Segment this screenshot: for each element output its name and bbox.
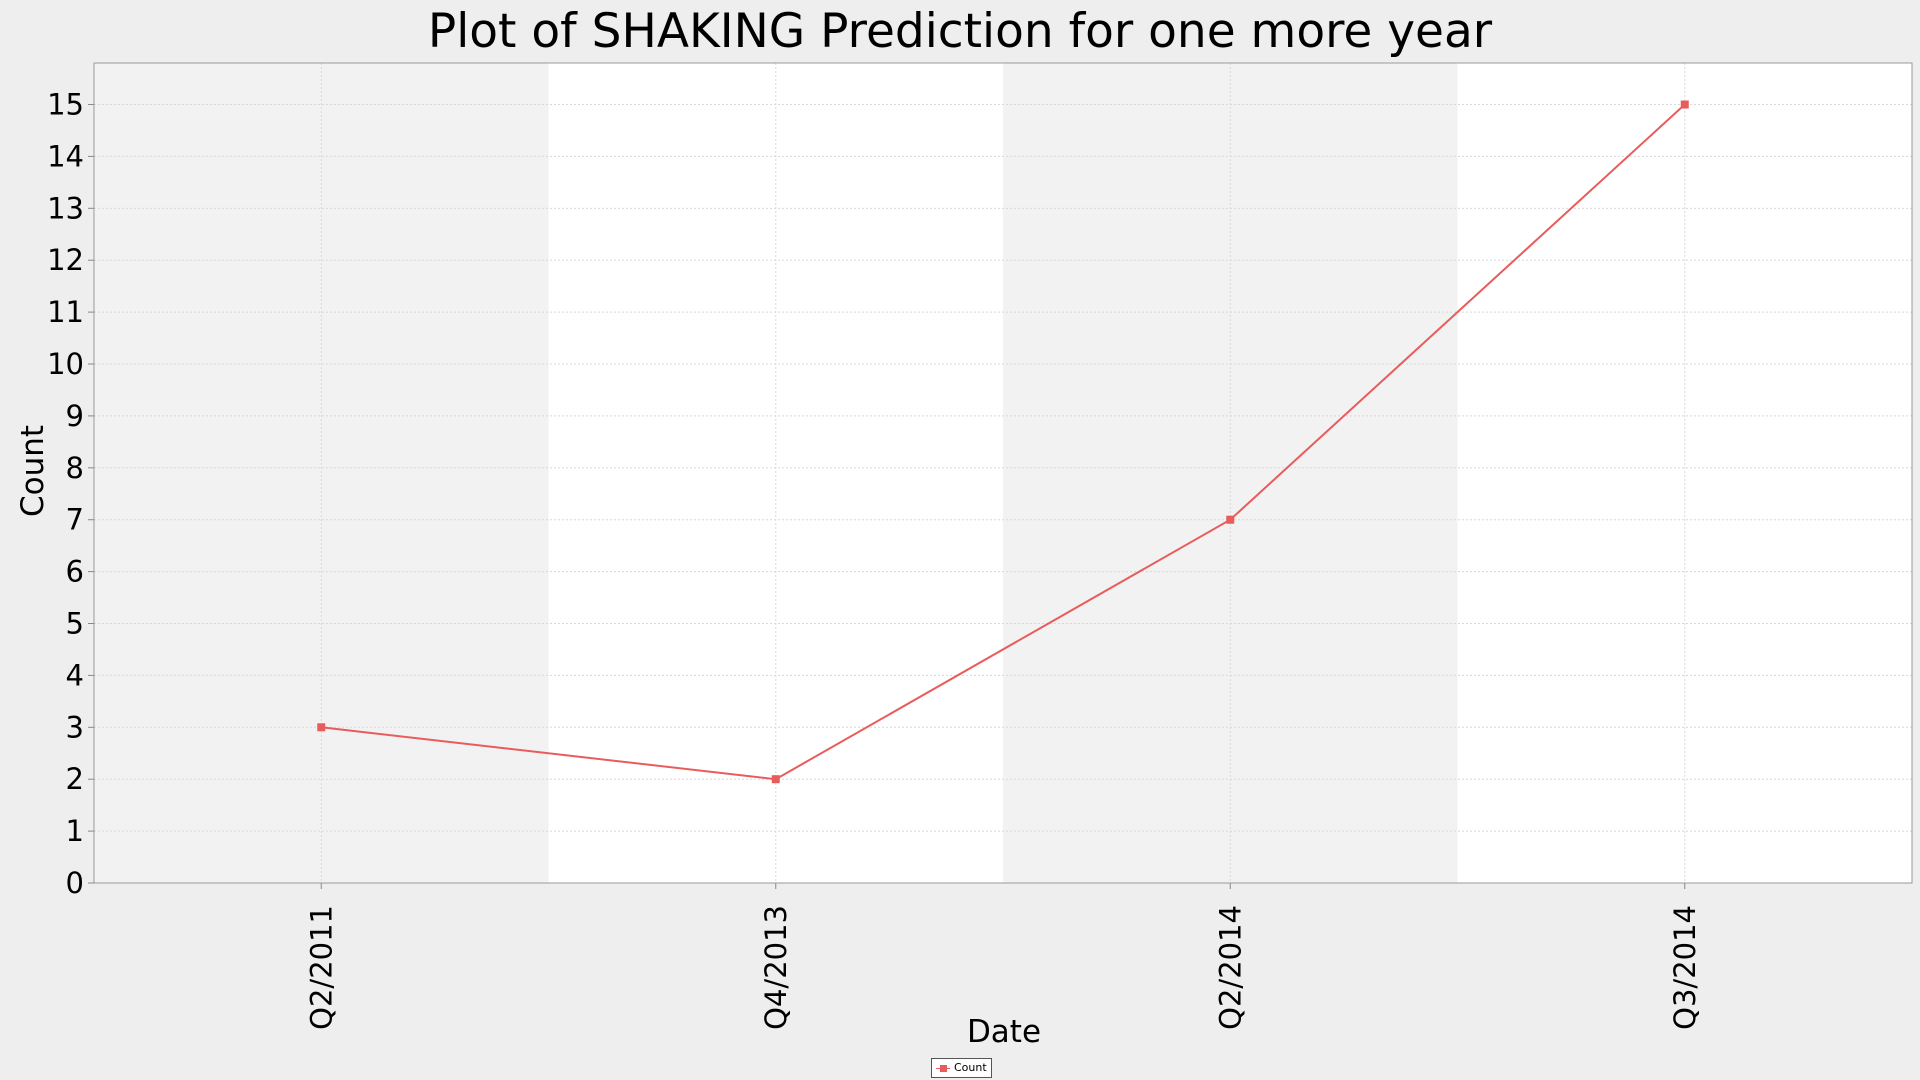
data-point — [1226, 515, 1235, 524]
plot-border — [93, 62, 1913, 884]
y-tick-label: 11 — [47, 295, 84, 329]
data-point — [1680, 100, 1689, 109]
series-line — [321, 103, 1686, 781]
y-tick-label: 12 — [47, 243, 84, 277]
y-tick-label: 5 — [66, 607, 84, 641]
y-tick-label: 13 — [47, 191, 84, 225]
legend-swatch — [936, 1064, 950, 1073]
data-point — [317, 723, 326, 732]
data-point — [771, 775, 780, 784]
y-tick-label: 4 — [66, 658, 84, 692]
x-tick-label: Q2/2011 — [304, 905, 338, 1030]
category-bands — [94, 63, 1912, 883]
x-tick-label: Q2/2014 — [1213, 905, 1247, 1030]
y-tick-label: 2 — [66, 762, 84, 796]
y-tick-label: 8 — [66, 451, 84, 485]
y-axis-title: Count — [15, 425, 51, 517]
y-tick-label: 7 — [66, 503, 84, 537]
y-tick-label: 3 — [66, 710, 84, 744]
x-axis-ticks: Q2/2011 Q4/2013 Q2/2014 Q3/2014 — [304, 883, 1702, 1030]
y-tick-label: 14 — [47, 139, 84, 173]
y-tick-label: 15 — [47, 88, 84, 122]
legend-label: Count — [954, 1061, 987, 1074]
y-tick-label: 6 — [66, 555, 84, 589]
y-tick-label: 0 — [66, 866, 84, 900]
x-tick-label: Q4/2013 — [759, 905, 793, 1030]
legend: Count — [931, 1058, 992, 1078]
y-tick-label: 9 — [66, 399, 84, 433]
x-tick-label: Q3/2014 — [1668, 905, 1702, 1030]
y-tick-label: 1 — [66, 814, 84, 848]
grid-lines — [94, 63, 1912, 883]
x-axis-title: Date — [967, 1014, 1041, 1050]
chart-title: Plot of SHAKING Prediction for one more … — [427, 4, 1493, 59]
series-group — [317, 100, 1689, 784]
y-tick-label: 10 — [47, 347, 84, 381]
